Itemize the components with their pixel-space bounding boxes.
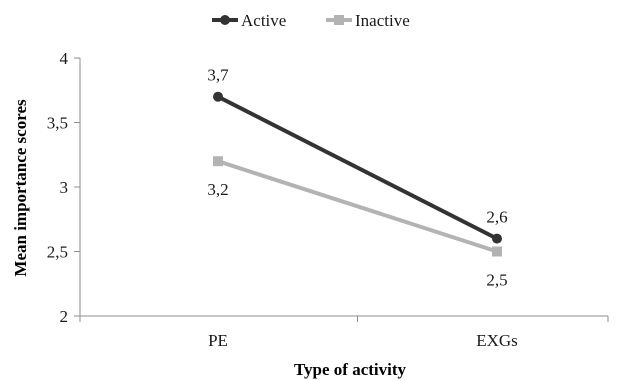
data-labels: 3,7 2,6 3,2 2,5 [207, 66, 507, 290]
data-label: 3,7 [207, 66, 229, 85]
point-active [213, 91, 223, 102]
legend-marker [334, 15, 344, 25]
x-axis-title: Type of activity [294, 360, 407, 379]
y-axis-title: Mean importance scores [11, 99, 30, 277]
y-tick-label: 3,5 [47, 114, 68, 133]
y-tick-label: 3 [60, 178, 69, 197]
y-tick-label: 2,5 [47, 243, 68, 262]
x-tick-label: EXGs [476, 331, 518, 350]
point-inactive [213, 156, 223, 167]
y-tick-label: 2 [60, 307, 69, 326]
legend: Active Inactive [212, 11, 410, 30]
x-tick-label: PE [208, 331, 228, 350]
data-label: 3,2 [207, 180, 228, 199]
y-axis: 2 2,5 3 3,5 4 [47, 49, 81, 326]
data-label: 2,6 [486, 208, 507, 227]
point-inactive [492, 246, 502, 257]
data-label: 2,5 [486, 271, 507, 290]
series-layer [213, 91, 502, 257]
y-tick-label: 4 [60, 49, 69, 68]
point-active [492, 233, 502, 244]
legend-label: Inactive [355, 11, 410, 30]
legend-label: Active [241, 11, 286, 30]
series-line-active [216, 94, 499, 241]
x-axis: PE EXGs [79, 315, 609, 350]
series-line-inactive [216, 159, 499, 254]
legend-marker [220, 15, 230, 25]
